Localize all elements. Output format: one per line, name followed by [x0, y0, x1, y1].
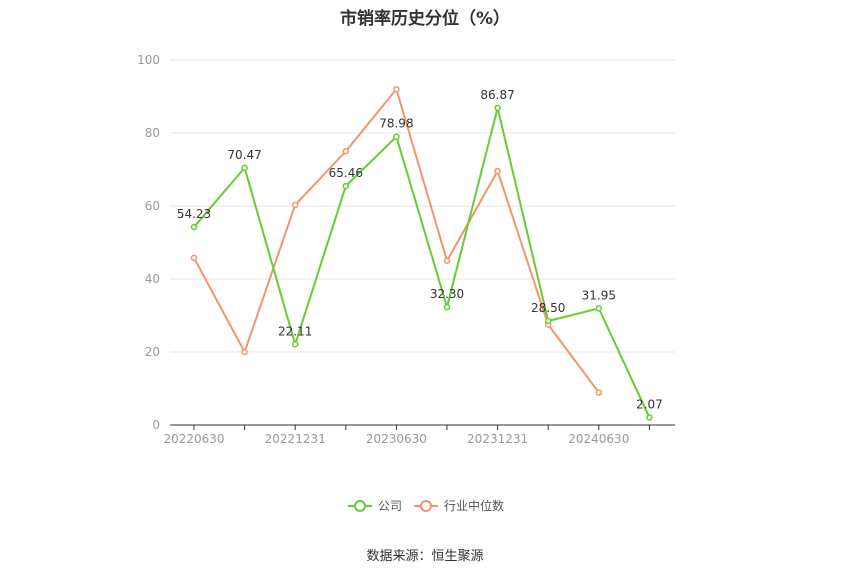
chart-title: 市销率历史分位（%） — [339, 9, 511, 29]
y-tick-label: 80 — [145, 126, 160, 140]
point-industry — [190, 254, 198, 262]
data-label-company: 2.07 — [636, 397, 663, 411]
grid-lines — [170, 59, 675, 353]
data-label-company: 31.95 — [582, 288, 616, 302]
x-axis: 20220630 20221231 20230630 20231231 20240630 — [163, 424, 675, 446]
y-tick-label: 40 — [145, 272, 160, 286]
x-tick-label: 20240630 — [568, 432, 629, 446]
point-industry — [393, 85, 400, 93]
data-label-company: 78.98 — [379, 117, 413, 131]
legend-industry-marker — [420, 500, 432, 512]
point-company — [241, 164, 248, 172]
data-label-company: 28.50 — [531, 301, 565, 315]
data-label-company: 32.30 — [430, 287, 464, 301]
data-source: 数据来源：恒生聚源 — [366, 549, 484, 564]
series-points — [190, 85, 653, 421]
point-company — [494, 104, 501, 112]
data-label-company: 70.47 — [227, 148, 261, 162]
series-lines — [193, 87, 651, 418]
point-company — [544, 317, 552, 325]
x-tick-label: 20231231 — [467, 432, 528, 446]
point-industry — [241, 348, 248, 356]
point-industry — [443, 257, 451, 264]
legend: 公司 行业中位数 — [348, 498, 504, 513]
point-industry — [291, 201, 299, 209]
point-company — [595, 305, 603, 312]
data-label-company: 65.46 — [329, 166, 363, 180]
point-industry — [342, 148, 350, 155]
point-company — [646, 414, 653, 421]
y-tick-label: 0 — [152, 418, 160, 432]
x-tick-label: 20221231 — [265, 432, 326, 446]
data-label-company: 54.23 — [177, 207, 211, 221]
point-company — [190, 223, 198, 231]
legend-item-industry[interactable]: 行业中位数 — [414, 498, 504, 513]
point-company — [393, 133, 400, 140]
y-axis-ticks: 0 20 40 60 80 100 — [137, 53, 160, 432]
data-label-company: 86.87 — [480, 88, 514, 102]
y-tick-label: 60 — [145, 199, 160, 213]
data-label-company: 22.11 — [278, 324, 312, 338]
point-industry — [595, 389, 603, 396]
legend-company-label: 公司 — [378, 499, 402, 513]
legend-item-company[interactable]: 公司 — [348, 499, 402, 513]
legend-industry-label: 行业中位数 — [444, 498, 504, 513]
line-company — [193, 107, 651, 418]
x-tick-label: 20220630 — [163, 432, 224, 446]
point-company — [291, 341, 299, 348]
x-tick-label: 20230630 — [366, 432, 427, 446]
point-industry — [494, 167, 501, 175]
point-company — [443, 303, 451, 311]
data-labels: 54.23 70.47 22.11 65.46 78.98 32.30 86.87 28.50… — [177, 88, 663, 412]
y-tick-label: 20 — [145, 345, 160, 359]
y-tick-label: 100 — [137, 53, 160, 67]
legend-company-marker — [354, 500, 366, 512]
point-company — [342, 182, 350, 190]
